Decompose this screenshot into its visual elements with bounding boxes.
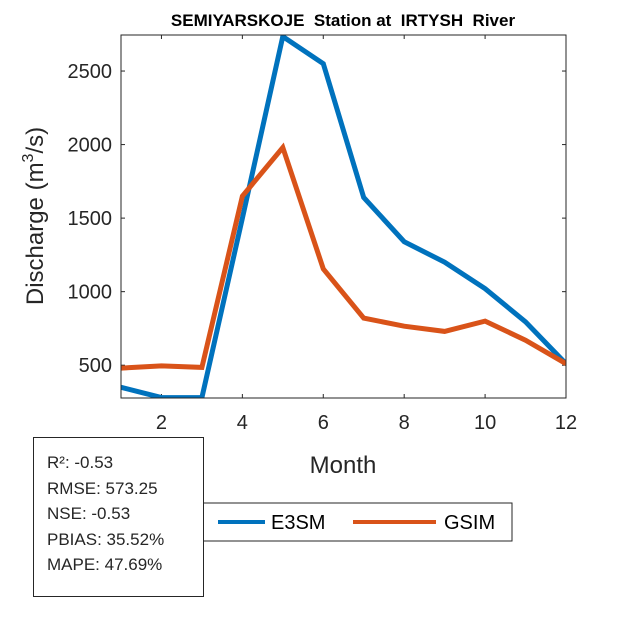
- x-tick-label: 8: [399, 412, 410, 434]
- y-tick-labels: 500 1000 1500 2000 2500: [68, 61, 113, 377]
- stat-nse: NSE: -0.53: [47, 504, 131, 523]
- x-tick-label: 10: [474, 412, 496, 434]
- x-tick-label: 12: [555, 412, 577, 434]
- chart-title: SEMIYARSKOJE Station at IRTYSH River: [171, 11, 516, 30]
- axis-ticks: [121, 35, 567, 398]
- x-tick-label: 4: [237, 412, 248, 434]
- y-axis-label-tail: /s): [22, 127, 49, 154]
- series-line-e3sm: [121, 35, 566, 398]
- y-axis-label-sup: 3: [20, 153, 37, 162]
- y-tick-label: 1500: [68, 208, 113, 230]
- y-tick-label: 2000: [68, 135, 113, 157]
- x-axis-label: Month: [310, 452, 377, 479]
- series-line-gsim: [121, 142, 566, 371]
- x-tick-label: 2: [156, 412, 167, 434]
- stat-rmse: RMSE: 573.25: [47, 478, 158, 498]
- y-tick-label: 2500: [68, 61, 113, 83]
- stat-pbias: PBIAS: 35.52%: [47, 529, 165, 549]
- series-lines: [121, 35, 566, 398]
- stat-r2: R²: -0.53: [47, 453, 114, 472]
- plot-area-border: [120, 34, 567, 399]
- y-tick-label: 1000: [68, 282, 113, 304]
- legend-label-e3sm: E3SM: [271, 512, 325, 534]
- legend-label-gsim: GSIM: [444, 512, 495, 534]
- y-axis-label-main: Discharge (m: [22, 162, 49, 305]
- x-tick-labels: 2 4 6 8 10 12: [156, 412, 577, 434]
- legend: E3SM GSIM: [199, 502, 513, 542]
- y-axis-label: Discharge (m3/s): [20, 127, 49, 305]
- stats-box: R²: -0.53 RMSE: 573.25 NSE: -0.53 PBIAS:…: [33, 437, 204, 597]
- x-tick-label: 6: [318, 412, 329, 434]
- stat-mape: MAPE: 47.69%: [47, 555, 163, 574]
- y-tick-label: 500: [79, 355, 112, 377]
